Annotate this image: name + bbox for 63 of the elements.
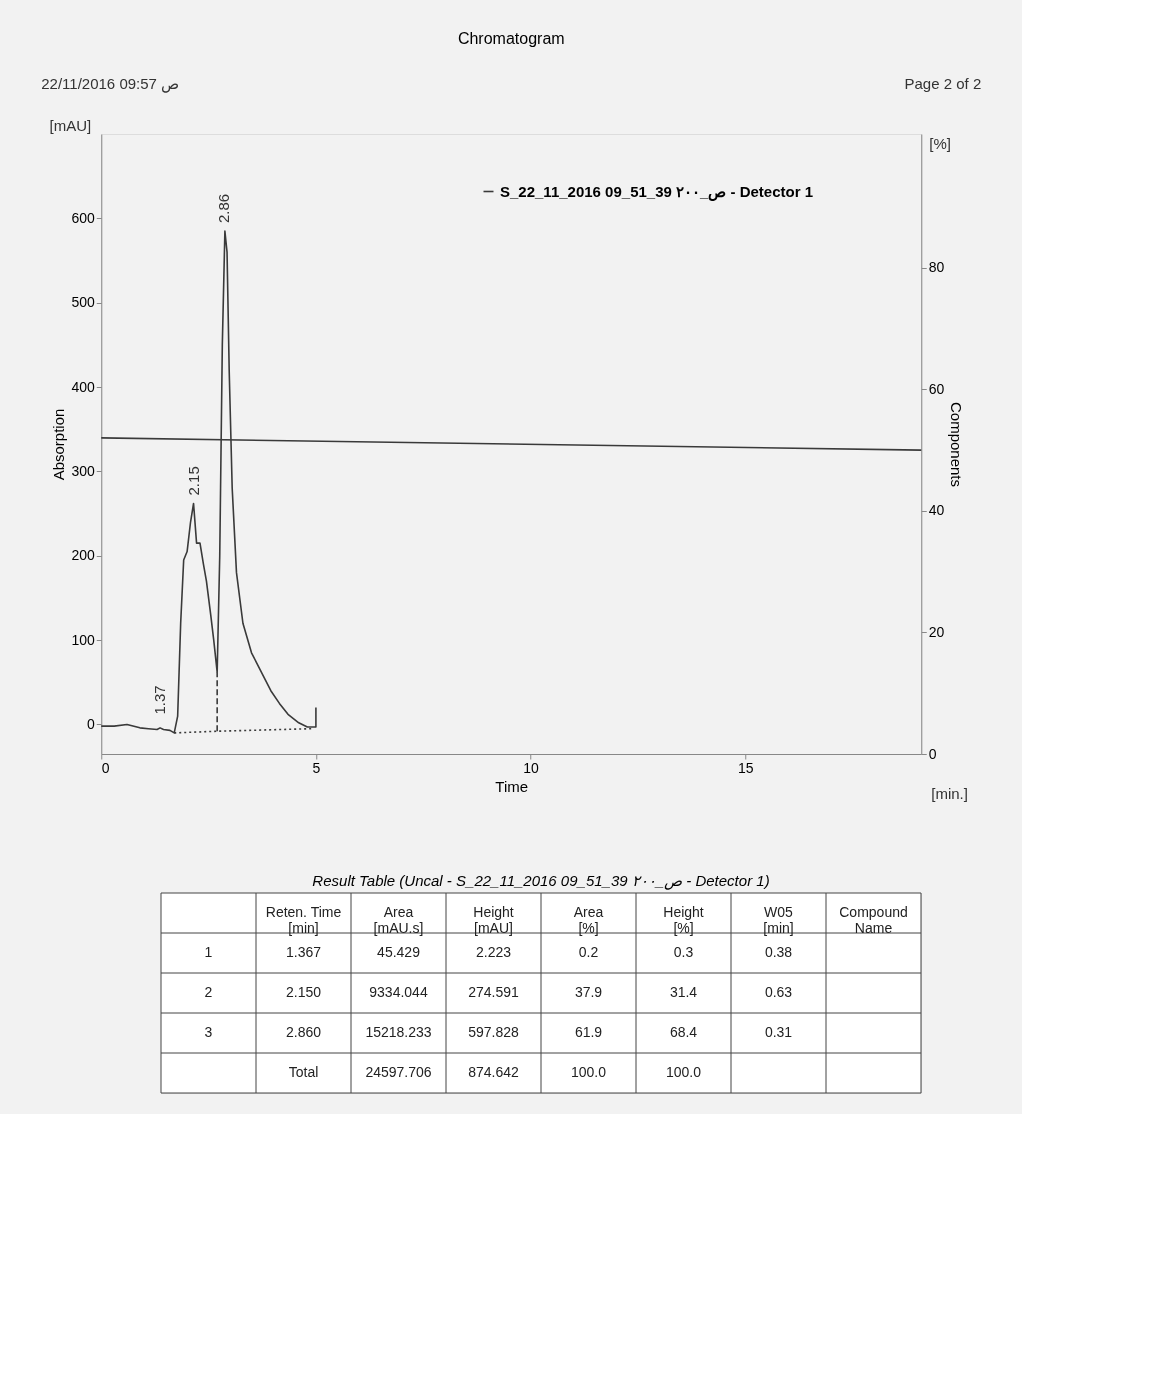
x-axis-title: Time	[495, 777, 529, 795]
text: 0.2	[578, 944, 599, 960]
y-tick-label: 200	[71, 547, 95, 564]
text: 2	[204, 984, 213, 1000]
text: 1.367	[285, 944, 322, 960]
text: 24597.706	[365, 1064, 432, 1080]
x-tick-label: 15	[737, 759, 754, 776]
text: 0.38	[764, 944, 793, 960]
text: 9334.044	[369, 984, 428, 1000]
text: 68.4	[669, 1024, 698, 1040]
text: 2.150	[285, 984, 322, 1000]
text: 100.0	[570, 1064, 607, 1080]
y2-tick-label: 60	[928, 380, 945, 397]
text: 61.9	[574, 1024, 603, 1040]
chart-title: Chromatogram	[457, 30, 565, 47]
y-tick-label: 300	[71, 462, 95, 479]
text: 597.828	[468, 1024, 519, 1040]
y-tick-label: 600	[71, 209, 95, 226]
y-tick-label: 400	[71, 378, 95, 395]
text: 22/11/2016 09:57 ص	[41, 75, 180, 93]
text: Result Table (Uncal - S_22_11_2016 09_51_39 ص_٢٠٠ - Detector 1)	[312, 871, 770, 890]
text: 0.3	[673, 944, 694, 960]
category-label: Area [%]	[573, 904, 604, 936]
text: [min.]	[931, 785, 968, 802]
text: 3	[204, 1024, 213, 1040]
y-tick-label: 0	[86, 715, 95, 732]
text: 874.642	[468, 1064, 519, 1080]
text: 45.429	[377, 944, 420, 960]
y2-tick-label: 40	[928, 502, 945, 519]
text: 0.31	[764, 1024, 793, 1040]
category-label: Height [%]	[663, 904, 704, 936]
legend-label: S_22_11_2016 09_51_39 ص_٢٠٠ - Detector 1	[500, 182, 814, 201]
text: 2.860	[285, 1024, 322, 1040]
y2-tick-label: 20	[928, 623, 945, 640]
text: 100.0	[665, 1064, 702, 1080]
annotation: 2.15	[184, 466, 202, 496]
y2-tick-label: 0	[928, 745, 937, 762]
x-tick-label: 5	[312, 759, 321, 776]
category-label: W05 [min]	[763, 904, 794, 936]
category-label: Reten. Time [min]	[265, 904, 342, 936]
text: 0.63	[764, 984, 793, 1000]
y2-axis-title: Components	[948, 401, 966, 488]
text: 1	[204, 944, 213, 960]
text: 31.4	[669, 984, 698, 1000]
y2-tick-label: 80	[928, 259, 945, 276]
category-label: Area [mAU.s]	[373, 904, 424, 936]
y-axis-title: Absorption	[50, 408, 68, 481]
y-tick-label: 100	[71, 631, 95, 648]
category-label: Height [mAU]	[473, 904, 514, 936]
x-tick-label: 10	[523, 759, 540, 776]
text: 274.591	[468, 984, 519, 1000]
text: 37.9	[574, 984, 603, 1000]
text: Total	[288, 1064, 319, 1080]
category-label: Compound Name	[839, 904, 908, 936]
annotation: 1.37	[151, 685, 169, 715]
text: [mAU]	[49, 117, 92, 134]
text: 15218.233	[365, 1024, 432, 1040]
x-tick-label: 0	[101, 759, 110, 776]
text: Page 2 of 2	[904, 75, 982, 92]
text: 2.223	[475, 944, 512, 960]
annotation: 2.86	[215, 193, 233, 224]
text: [%]	[929, 135, 951, 152]
y-tick-label: 500	[71, 294, 95, 311]
